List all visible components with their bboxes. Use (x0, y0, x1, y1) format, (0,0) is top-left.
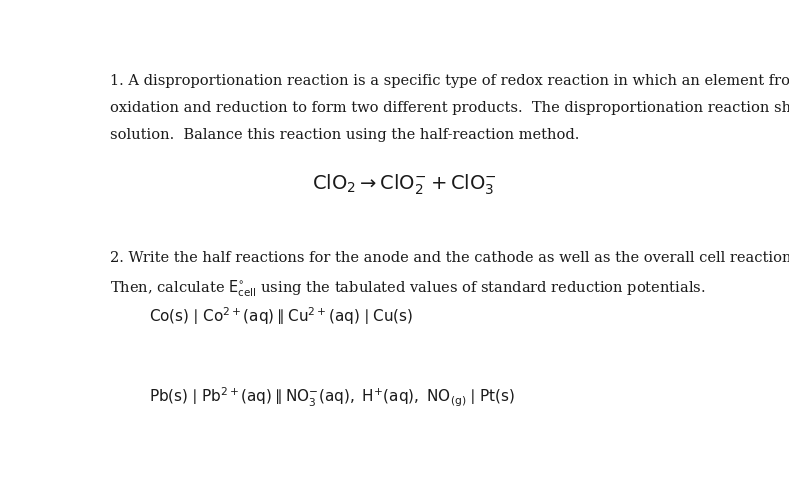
Text: $\mathrm{Co(s) \mid Co^{2+}(aq) \parallel Cu^{2+}(aq) \mid Cu(s)}$: $\mathrm{Co(s) \mid Co^{2+}(aq) \paralle… (149, 306, 414, 328)
Text: oxidation and reduction to form two different products.  The disproportionation : oxidation and reduction to form two diff… (110, 101, 789, 115)
Text: $\mathrm{ClO_2 \rightarrow ClO_2^{-} + ClO_3^{-}}$: $\mathrm{ClO_2 \rightarrow ClO_2^{-} + C… (312, 173, 497, 197)
Text: solution.  Balance this reaction using the half-reaction method.: solution. Balance this reaction using th… (110, 128, 579, 142)
Text: $\mathrm{Pb(s) \mid Pb^{2+}(aq) \parallel NO_3^{-}(aq),\ H^{+}(aq),\ NO_{(g)} \m: $\mathrm{Pb(s) \mid Pb^{2+}(aq) \paralle… (149, 386, 515, 409)
Text: 2. Write the half reactions for the anode and the cathode as well as the overall: 2. Write the half reactions for the anod… (110, 251, 789, 265)
Text: 1. A disproportionation reaction is a specific type of redox reaction in which a: 1. A disproportionation reaction is a sp… (110, 74, 789, 88)
Text: Then, calculate $\mathrm{E^{\circ}_{cell}}$ using the tabulated values of standa: Then, calculate $\mathrm{E^{\circ}_{cell… (110, 278, 705, 298)
